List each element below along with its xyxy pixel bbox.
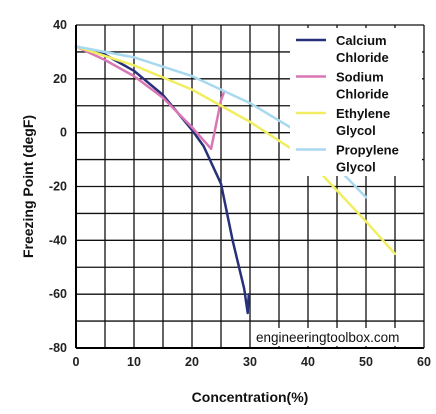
x-axis-label: Concentration(%) [192, 389, 309, 405]
y-tick-label: -80 [49, 341, 67, 355]
legend-label-2: Glycol [336, 123, 376, 138]
axes [75, 25, 424, 349]
legend-background [290, 28, 422, 176]
y-tick-label: 40 [53, 18, 67, 32]
x-tick-label: 10 [127, 355, 141, 369]
x-tick-label: 50 [359, 355, 373, 369]
series-line-1 [74, 45, 226, 151]
legend: Calcium Chloride Sodium Chloride Ethylene Gly… [290, 28, 422, 176]
legend-label-0: Chloride [336, 50, 389, 65]
y-tick-label: 20 [53, 72, 67, 86]
y-tick-label: 0 [60, 126, 67, 140]
watermark: engineeringtoolbox.com [256, 330, 399, 345]
y-tick-label: -60 [49, 287, 67, 301]
tick-labels: 0 10 20 30 40 50 60 40 20 0 -20 -40 -60 -80 [49, 18, 431, 369]
x-tick-label: 0 [73, 355, 80, 369]
legend-label-0: Calcium [336, 33, 387, 48]
y-tick-label: -40 [49, 233, 67, 247]
x-tick-label: 40 [301, 355, 315, 369]
legend-label-3: Glycol [336, 160, 376, 175]
x-tick-label: 60 [417, 355, 431, 369]
y-axis-label: Freezing Point (degF) [20, 115, 36, 258]
series-line-2 [74, 45, 397, 256]
x-tick-label: 30 [243, 355, 257, 369]
legend-label-3: Propylene [336, 143, 399, 158]
x-tick-label: 20 [185, 355, 199, 369]
legend-label-1: Chloride [336, 87, 389, 102]
y-tick-label: -20 [49, 180, 67, 194]
legend-label-2: Ethylene [336, 106, 390, 121]
watermark-background [253, 328, 417, 346]
series-line-0 [74, 45, 251, 315]
legend-label-1: Sodium [336, 70, 384, 85]
series-layer [74, 45, 397, 315]
